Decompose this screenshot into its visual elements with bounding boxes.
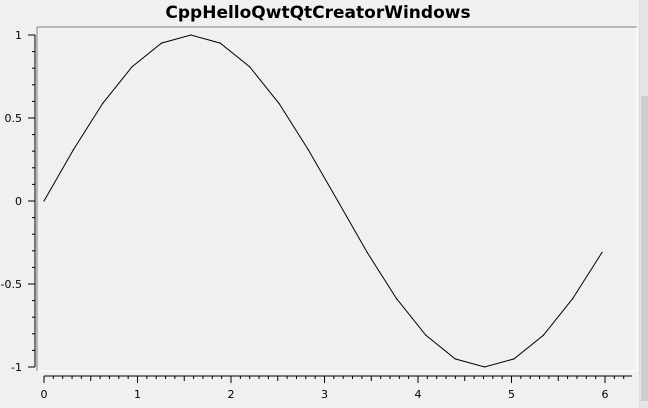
data-point [513,358,515,360]
x-tick-label: 2 [228,388,235,401]
data-point [102,102,104,104]
data-point [43,200,45,202]
data-point [483,366,486,368]
plot-title: CppHelloQwtQtCreatorWindows [165,3,471,23]
data-point [219,42,221,44]
y-axis: 1 0.5 0 -0.5 -1 [1,29,36,374]
series-line [43,34,603,368]
y-tick-label: -0.5 [1,278,22,291]
scrollbar-thumb[interactable] [641,96,648,401]
data-point [131,66,133,68]
scroll-up-arrow-icon[interactable] [640,0,648,12]
y-tick-label: 0.5 [5,112,23,125]
data-point [425,334,427,336]
data-point [395,298,398,300]
x-tick-label: 5 [508,388,515,401]
y-tick-label: 0 [15,195,22,208]
x-tick-label: 4 [415,388,422,401]
curve-layer [43,34,603,368]
x-axis: 0 1 2 3 4 5 6 [41,375,632,401]
canvas-frame [36,26,638,372]
data-point [160,42,163,44]
data-point [366,251,368,253]
data-point [190,34,192,36]
data-point [542,334,544,336]
data-point [278,102,280,104]
y-tick-label: -1 [11,361,22,374]
vertical-scrollbar[interactable] [639,0,648,408]
x-tick-label: 3 [321,388,328,401]
x-tick-label: 1 [134,388,141,401]
data-point [307,149,309,151]
x-tick-label: 0 [41,388,48,401]
data-point [572,298,574,300]
data-point [454,358,456,360]
data-point [72,149,74,151]
data-point [249,66,251,68]
data-point [337,200,339,202]
x-tick-label: 6 [602,388,609,401]
data-point [601,251,603,253]
y-tick-label: 1 [15,29,22,42]
